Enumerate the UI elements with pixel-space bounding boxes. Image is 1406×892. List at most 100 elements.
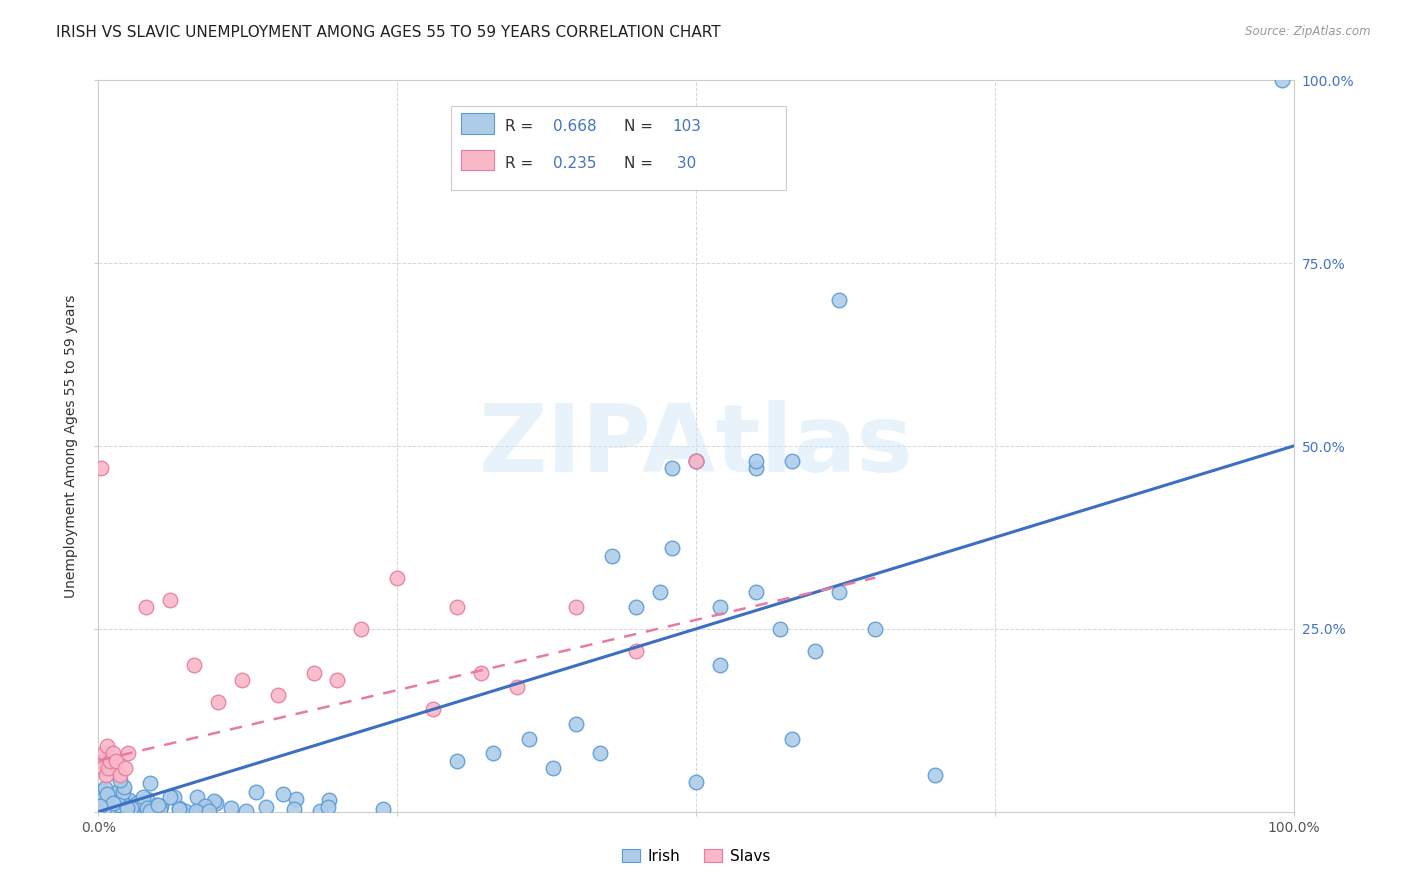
Point	[139, 804, 162, 818]
Point	[661, 461, 683, 475]
Point	[517, 731, 540, 746]
Point	[865, 622, 887, 636]
Point	[91, 754, 114, 768]
Point	[124, 797, 146, 812]
Point	[148, 801, 170, 815]
Point	[446, 599, 468, 614]
Point	[385, 571, 409, 585]
Point	[481, 746, 505, 760]
Point	[685, 453, 707, 467]
Point	[117, 746, 139, 760]
Point	[318, 793, 340, 807]
Point	[541, 761, 564, 775]
Point	[207, 695, 229, 709]
Point	[626, 644, 648, 658]
Point	[103, 786, 125, 800]
Point	[100, 804, 122, 818]
Point	[163, 790, 186, 805]
Point	[89, 801, 111, 815]
Text: N =: N =	[624, 119, 658, 134]
Point	[174, 804, 197, 818]
Point	[101, 746, 124, 760]
Point	[90, 803, 112, 817]
Point	[111, 794, 134, 808]
Point	[97, 802, 120, 816]
Point	[135, 599, 157, 614]
Text: 0.235: 0.235	[553, 155, 596, 170]
Point	[167, 802, 190, 816]
Point	[506, 681, 529, 695]
Point	[804, 644, 827, 658]
Point	[125, 796, 148, 810]
Point	[108, 773, 131, 788]
Point	[93, 801, 115, 815]
Point	[112, 780, 135, 794]
Point	[108, 798, 131, 813]
Point	[148, 798, 170, 813]
Point	[326, 673, 349, 687]
Point	[219, 801, 242, 815]
Point	[745, 585, 768, 599]
Point	[373, 802, 395, 816]
Point	[149, 798, 172, 813]
Point	[110, 791, 132, 805]
Point	[565, 599, 588, 614]
Point	[267, 688, 290, 702]
Point	[96, 787, 118, 801]
Point	[114, 761, 136, 775]
Point	[93, 746, 115, 760]
Text: R =: R =	[505, 155, 538, 170]
Point	[283, 802, 305, 816]
Point	[159, 592, 181, 607]
Point	[101, 804, 124, 818]
Point	[100, 800, 122, 814]
FancyBboxPatch shape	[461, 113, 494, 134]
Point	[96, 739, 118, 753]
Point	[422, 702, 444, 716]
Point	[685, 453, 707, 467]
Point	[91, 792, 114, 806]
Point	[90, 784, 112, 798]
Point	[111, 785, 134, 799]
Point	[709, 599, 731, 614]
Point	[186, 789, 208, 804]
Point	[98, 754, 122, 768]
Point	[98, 804, 121, 818]
Point	[146, 798, 169, 813]
Point	[205, 796, 228, 810]
Point	[302, 665, 325, 680]
Text: Source: ZipAtlas.com: Source: ZipAtlas.com	[1246, 25, 1371, 38]
Point	[135, 801, 157, 815]
Point	[118, 793, 141, 807]
Point	[98, 787, 121, 801]
Point	[169, 801, 191, 815]
Point	[94, 768, 117, 782]
Text: ZIPAtlas: ZIPAtlas	[478, 400, 914, 492]
Point	[139, 776, 162, 790]
Point	[271, 788, 294, 802]
Y-axis label: Unemployment Among Ages 55 to 59 years: Unemployment Among Ages 55 to 59 years	[63, 294, 77, 598]
Point	[120, 801, 142, 815]
Point	[90, 461, 112, 475]
Point	[470, 665, 492, 680]
Point	[685, 453, 707, 467]
Text: 0.668: 0.668	[553, 119, 596, 134]
Point	[184, 804, 207, 818]
Point	[188, 804, 211, 818]
Point	[285, 791, 308, 805]
Point	[117, 801, 139, 815]
Point	[132, 790, 155, 805]
Point	[93, 803, 115, 817]
FancyBboxPatch shape	[451, 106, 786, 190]
Point	[745, 453, 768, 467]
Point	[350, 622, 373, 636]
Point	[589, 746, 612, 760]
Point	[780, 453, 803, 467]
Point	[1271, 73, 1294, 87]
Point	[100, 799, 122, 814]
FancyBboxPatch shape	[461, 150, 494, 170]
Point	[745, 461, 768, 475]
Point	[149, 802, 172, 816]
Point	[183, 658, 205, 673]
Point	[780, 731, 803, 746]
